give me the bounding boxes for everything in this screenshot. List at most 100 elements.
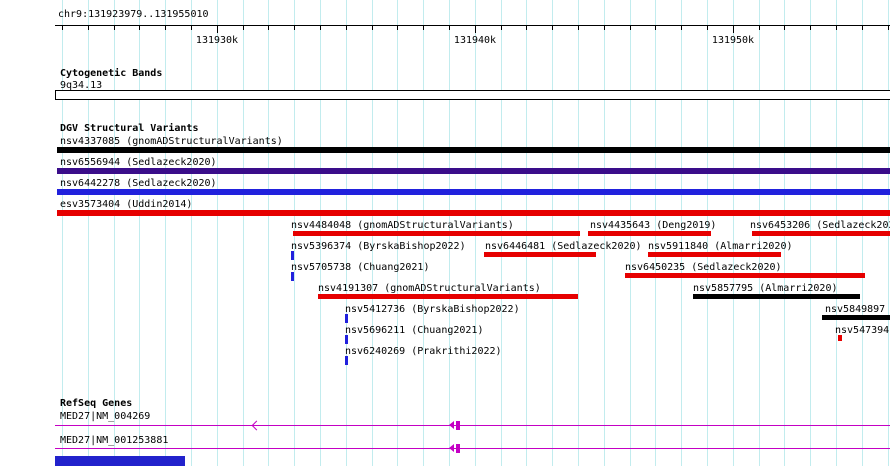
ruler-minor-tick [552, 26, 554, 30]
ruler-line [55, 25, 890, 26]
ruler-minor-tick [810, 26, 812, 30]
kb-gridline [165, 0, 167, 466]
variant-bar[interactable] [57, 168, 890, 174]
variant-label[interactable]: nsv4337085 (gnomADStructuralVariants) [60, 136, 283, 147]
kb-gridline [62, 0, 63, 466]
variant-bar[interactable] [588, 231, 711, 236]
kb-gridline [216, 0, 218, 466]
variant-bar[interactable] [693, 294, 860, 299]
kb-gridline [87, 0, 89, 466]
ruler-minor-tick [784, 26, 786, 30]
variant-bar[interactable] [57, 147, 890, 153]
variant-label[interactable]: nsv6442278 (Sedlazeck2020) [60, 178, 217, 189]
ruler-minor-tick [655, 26, 657, 30]
ruler-minor-tick [887, 26, 889, 30]
section-title-refseq: RefSeq Genes [60, 398, 133, 409]
variant-point-glyph[interactable] [838, 335, 842, 341]
region-coordinates: chr9:131923979..131955010 [58, 9, 209, 20]
variant-label[interactable]: nsv547394 [835, 325, 890, 336]
variant-label[interactable]: nsv5857795 (Almarri2020) [693, 283, 838, 294]
variant-label[interactable]: nsv6240269 (Prakrithi2022) [345, 346, 502, 357]
section-title-dgv: DGV Structural Variants [60, 123, 199, 134]
variant-point-glyph[interactable] [291, 272, 294, 281]
variant-label[interactable]: esv3573404 (Uddin2014) [60, 199, 193, 210]
ruler-minor-tick [139, 26, 141, 30]
kb-gridline [732, 0, 734, 466]
variant-bar[interactable] [57, 210, 890, 216]
variant-bar[interactable] [648, 252, 781, 257]
ruler-tick-label: 131930k [195, 35, 239, 46]
gene-label[interactable]: MED27|NM_001253881 [60, 435, 169, 446]
variant-label[interactable]: nsv5396374 (ByrskaBishop2022) [291, 241, 466, 252]
variant-bar[interactable] [484, 252, 596, 257]
ruler-minor-tick [165, 26, 167, 30]
variant-label[interactable]: nsv6446481 (Sedlazeck2020) [485, 241, 642, 252]
kb-gridline [113, 0, 115, 466]
ruler-tick-label: 131940k [453, 35, 497, 46]
gene-exon-box[interactable] [456, 444, 460, 453]
ruler-minor-tick [242, 26, 244, 30]
variant-bar[interactable] [625, 273, 865, 278]
variant-label[interactable]: nsv6450235 (Sedlazeck2020) [625, 262, 782, 273]
gene-exon-box[interactable] [456, 421, 460, 430]
kb-gridline [268, 0, 270, 466]
variant-point-glyph[interactable] [291, 251, 294, 260]
ruler-minor-tick [320, 26, 321, 30]
ruler-tick-label: 131950k [711, 35, 755, 46]
ruler-minor-tick [758, 26, 760, 30]
section-title-cytobands: Cytogenetic Bands [60, 68, 163, 79]
ruler-minor-tick [113, 26, 115, 30]
variant-point-glyph[interactable] [345, 356, 348, 365]
variant-bar[interactable] [57, 189, 890, 195]
ruler-minor-tick [62, 26, 63, 30]
variant-label[interactable]: nsv5705738 (Chuang2021) [291, 262, 430, 273]
ruler-minor-tick [526, 26, 528, 30]
cytoband-glyph [55, 90, 890, 100]
variant-point-glyph[interactable] [345, 314, 348, 323]
clipped-blue-track-bar [55, 456, 185, 466]
variant-label[interactable]: nsv6453206 (Sedlazeck2020) [750, 220, 890, 231]
ruler-minor-tick [449, 26, 450, 30]
ruler-minor-tick [861, 26, 863, 30]
ruler-minor-tick [500, 26, 502, 30]
gene-label[interactable]: MED27|NM_004269 [60, 411, 151, 422]
intron-direction-chevron-icon [251, 420, 262, 431]
variant-label[interactable]: nsv5412736 (ByrskaBishop2022) [345, 304, 520, 315]
variant-bar[interactable] [752, 231, 890, 236]
ruler-minor-tick [707, 26, 708, 30]
ruler-minor-tick [603, 26, 605, 30]
variant-bar[interactable] [822, 315, 890, 320]
ruler-minor-tick [87, 26, 89, 30]
variant-bar[interactable] [293, 231, 580, 236]
ruler-minor-tick [423, 26, 425, 30]
ruler-major-tick [732, 26, 734, 33]
kb-gridline [139, 0, 141, 466]
variant-label[interactable]: nsv4484048 (gnomADStructuralVariants) [291, 220, 514, 231]
ruler-major-tick [216, 26, 218, 33]
kb-gridline [242, 0, 244, 466]
gene-direction-arrow-icon [449, 421, 454, 429]
ruler-major-tick [474, 26, 476, 33]
gene-intron-line[interactable] [55, 448, 890, 449]
ruler-minor-tick [294, 26, 296, 30]
variant-label[interactable]: nsv4435643 (Deng2019) [590, 220, 717, 231]
ruler-minor-tick [191, 26, 192, 30]
variant-label[interactable]: nsv5696211 (Chuang2021) [345, 325, 484, 336]
ruler-minor-tick [397, 26, 399, 30]
ruler-minor-tick [836, 26, 837, 30]
ruler-minor-tick [578, 26, 579, 30]
variant-label[interactable]: nsv6556944 (Sedlazeck2020) [60, 157, 217, 168]
gene-intron-line[interactable] [55, 425, 890, 426]
variant-point-glyph[interactable] [345, 335, 348, 344]
variant-label[interactable]: nsv5911840 (Almarri2020) [648, 241, 793, 252]
variant-bar[interactable] [318, 294, 578, 299]
variant-label[interactable]: nsv4191307 (gnomADStructuralVariants) [318, 283, 541, 294]
ruler-minor-tick [681, 26, 683, 30]
ruler-minor-tick [345, 26, 347, 30]
ruler-minor-tick [268, 26, 270, 30]
ruler-minor-tick [371, 26, 373, 30]
variant-label[interactable]: nsv5849897 [825, 304, 886, 315]
ruler-minor-tick [629, 26, 631, 30]
gene-direction-arrow-icon [449, 444, 454, 452]
